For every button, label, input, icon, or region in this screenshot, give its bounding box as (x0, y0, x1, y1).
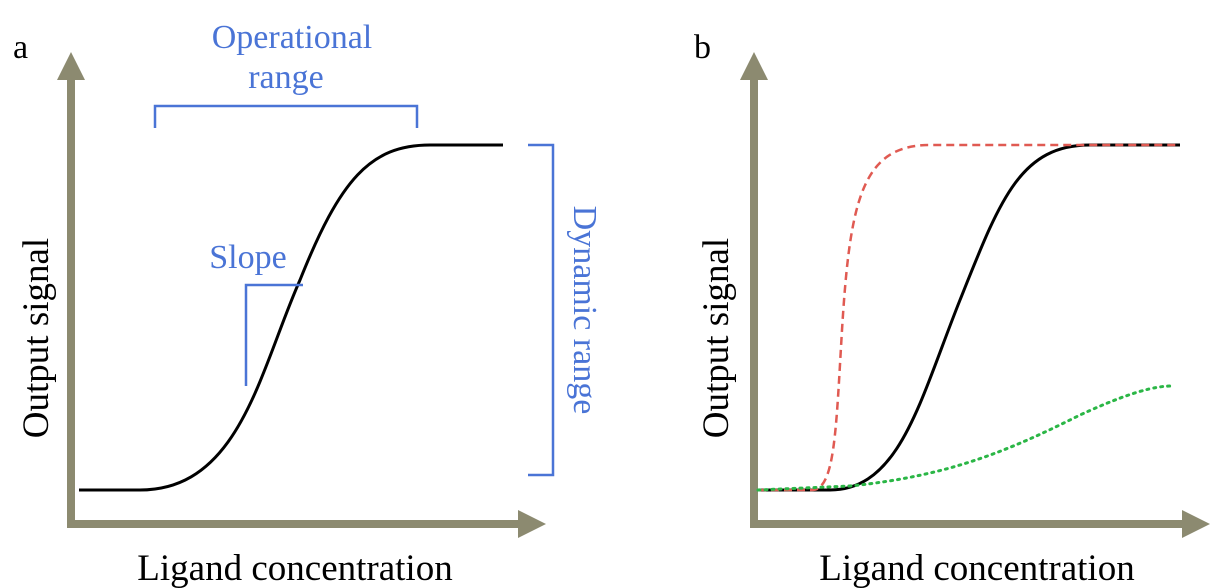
operational-range-label-line2: range (248, 59, 324, 96)
panel-a: a Operational range Slope Dynamic range … (13, 19, 603, 588)
panel-b-red-dashed-curve (758, 143, 1180, 492)
operational-range-label-line1: Operational (212, 19, 373, 56)
slope-marker (244, 283, 303, 386)
panel-b-y-arrowhead (740, 52, 768, 80)
dynamic-range-bracket (528, 143, 555, 477)
panel-a-x-axis-title: Ligand concentration (137, 548, 452, 588)
panel-b-x-axis-title: Ligand concentration (819, 548, 1134, 588)
panel-a-letter: a (13, 29, 28, 66)
panel-b: b Output signal Ligand concentration (694, 29, 1210, 588)
panel-a-y-arrowhead (57, 52, 85, 80)
panel-b-x-arrowhead (1182, 510, 1210, 538)
panel-b-reference-curve (758, 143, 1180, 492)
panel-a-y-axis-title: Output signal (16, 238, 57, 438)
slope-label: Slope (209, 239, 286, 276)
dynamic-range-label: Dynamic range (566, 206, 603, 415)
panel-b-letter: b (694, 29, 711, 66)
panel-a-response-curve (79, 143, 503, 492)
operational-range-bracket (153, 104, 419, 128)
panel-a-x-arrowhead (518, 510, 546, 538)
panel-b-y-axis-title: Output signal (696, 238, 737, 438)
panel-b-green-dotted-curve (756, 384, 1174, 492)
